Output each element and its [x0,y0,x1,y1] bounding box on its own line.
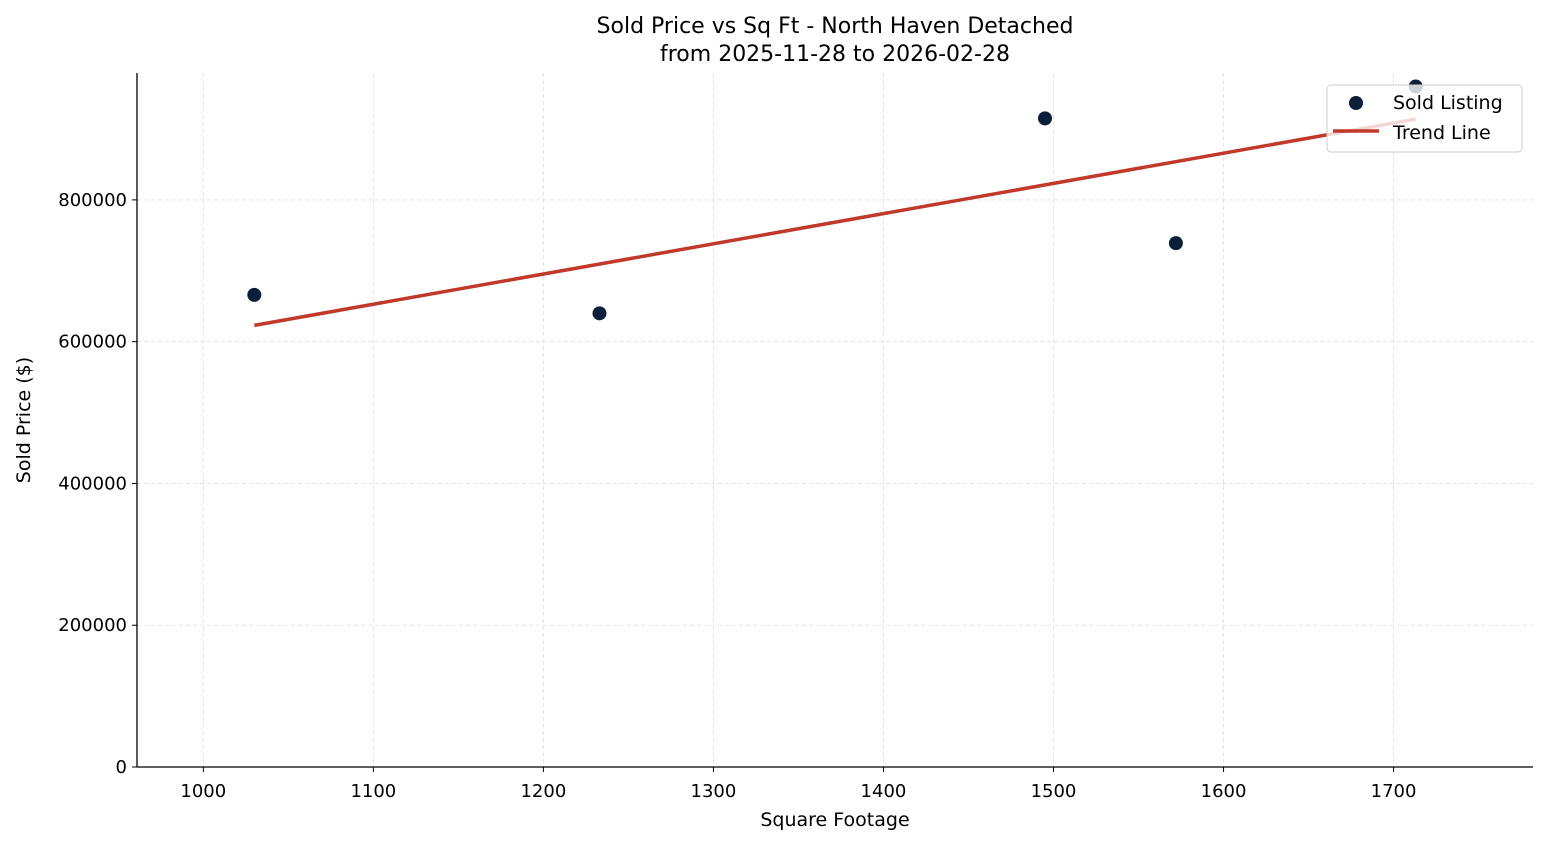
x-tick-label: 1300 [691,781,737,802]
y-tick-label: 0 [116,757,127,778]
x-tick-label: 1200 [520,781,566,802]
data-point [592,306,607,321]
data-point [1037,111,1052,126]
legend-label-sold-listing: Sold Listing [1393,92,1503,114]
x-tick-label: 1700 [1371,781,1417,802]
x-tick-label: 1600 [1201,781,1247,802]
grid [137,73,1533,767]
chart-title: Sold Price vs Sq Ft - North Haven Detach… [597,14,1074,39]
x-tick-label: 1400 [861,781,907,802]
chart-subtitle: from 2025-11-28 to 2026-02-28 [660,42,1010,67]
y-tick-label: 800000 [58,190,127,211]
marks [247,79,1423,328]
y-axis-label: Sold Price ($) [13,357,35,483]
data-point [247,287,262,302]
legend-marker-sold-listing [1349,96,1363,110]
legend-box [1326,84,1523,153]
x-tick-label: 1500 [1031,781,1077,802]
ticks: 1000 1100 1200 1300 1400 1500 1600 1700 0 200000 4… [58,190,1416,802]
y-tick-label: 200000 [58,615,127,636]
x-tick-label: 1100 [350,781,396,802]
trend-line [254,117,1416,328]
data-point [1168,236,1183,251]
legend: Sold Listing Trend Line [1326,84,1523,153]
legend-label-trend-line: Trend Line [1392,122,1491,144]
x-axis-label: Square Footage [760,809,909,831]
y-tick-label: 600000 [58,332,127,353]
y-tick-label: 400000 [58,473,127,494]
x-tick-label: 1000 [180,781,226,802]
